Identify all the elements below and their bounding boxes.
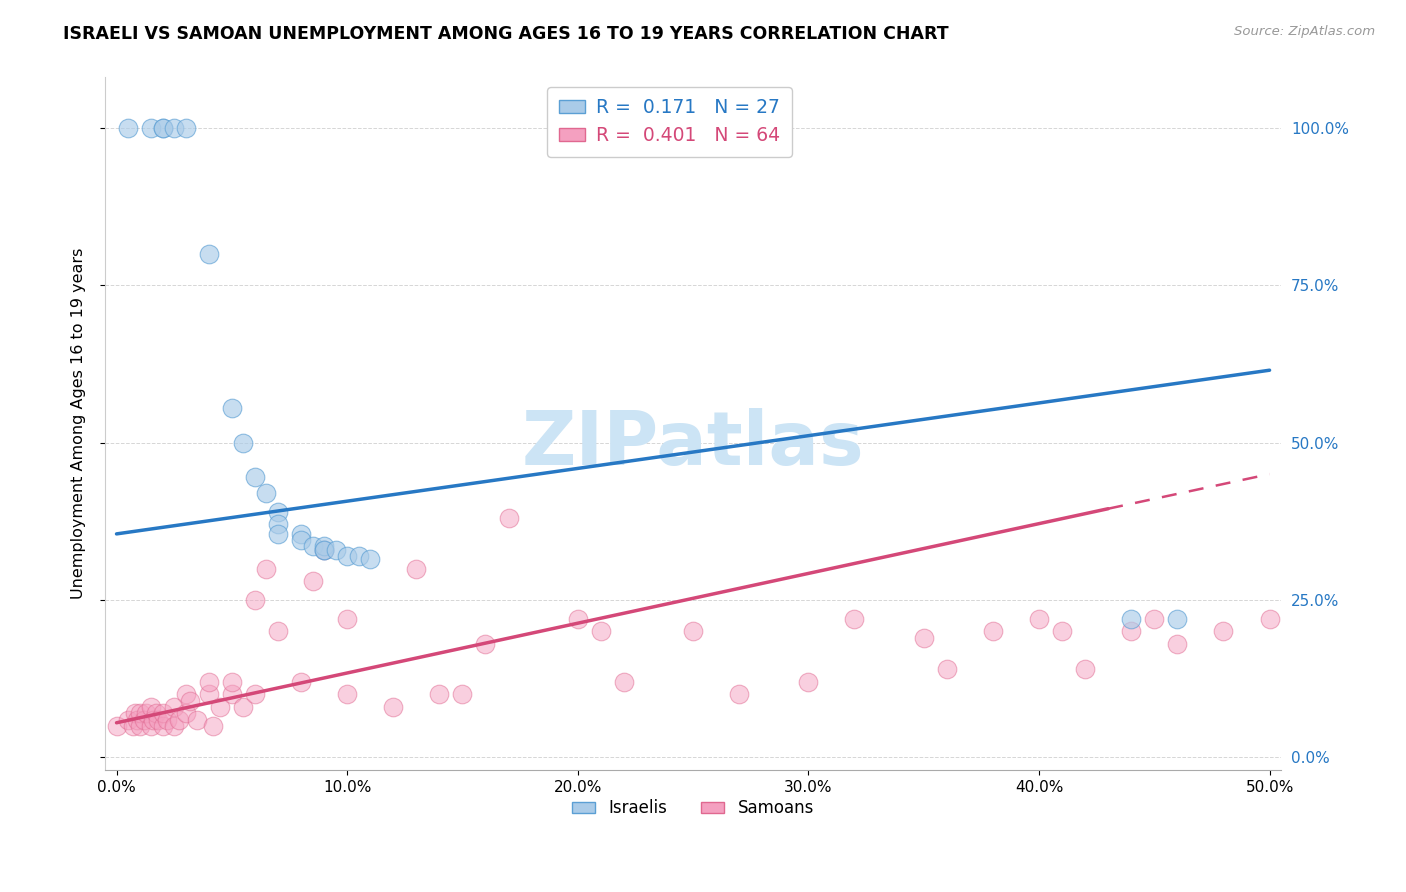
Point — [152, 706, 174, 721]
Point — [221, 688, 243, 702]
Point — [142, 713, 165, 727]
Point — [290, 527, 312, 541]
Point — [267, 517, 290, 532]
Point — [267, 505, 290, 519]
Point — [152, 120, 174, 135]
Point — [135, 706, 157, 721]
Point — [613, 674, 636, 689]
Point — [474, 637, 496, 651]
Point — [127, 713, 149, 727]
Legend: Israelis, Samoans: Israelis, Samoans — [565, 793, 821, 824]
Point — [145, 706, 167, 721]
Point — [232, 435, 254, 450]
Point — [1121, 612, 1143, 626]
Point — [243, 593, 266, 607]
Point — [1166, 612, 1188, 626]
Point — [935, 662, 957, 676]
Point — [347, 549, 370, 563]
Point — [301, 540, 323, 554]
Point — [325, 542, 347, 557]
Point — [152, 120, 174, 135]
Point — [134, 713, 156, 727]
Point — [359, 552, 381, 566]
Point — [174, 120, 197, 135]
Point — [179, 694, 201, 708]
Point — [232, 700, 254, 714]
Point — [1166, 637, 1188, 651]
Point — [254, 561, 277, 575]
Point — [728, 688, 751, 702]
Point — [336, 612, 359, 626]
Point — [197, 674, 219, 689]
Point — [567, 612, 589, 626]
Point — [312, 542, 335, 557]
Point — [267, 527, 290, 541]
Point — [163, 700, 186, 714]
Point — [312, 542, 335, 557]
Point — [844, 612, 866, 626]
Point — [1212, 624, 1234, 639]
Point — [682, 624, 704, 639]
Point — [254, 486, 277, 500]
Point — [128, 706, 150, 721]
Point — [290, 533, 312, 548]
Point — [498, 511, 520, 525]
Point — [221, 674, 243, 689]
Point — [336, 549, 359, 563]
Point — [1028, 612, 1050, 626]
Point — [797, 674, 820, 689]
Point — [589, 624, 612, 639]
Text: Source: ZipAtlas.com: Source: ZipAtlas.com — [1234, 25, 1375, 38]
Point — [301, 574, 323, 588]
Point — [146, 713, 169, 727]
Point — [221, 401, 243, 415]
Point — [1258, 612, 1281, 626]
Point — [139, 700, 162, 714]
Point — [167, 713, 190, 727]
Point — [336, 688, 359, 702]
Point — [139, 719, 162, 733]
Text: ZIPatlas: ZIPatlas — [522, 408, 865, 481]
Point — [186, 713, 208, 727]
Point — [202, 719, 225, 733]
Point — [1074, 662, 1097, 676]
Point — [290, 674, 312, 689]
Point — [174, 688, 197, 702]
Point — [105, 719, 128, 733]
Point — [209, 700, 232, 714]
Point — [981, 624, 1004, 639]
Point — [121, 719, 143, 733]
Point — [427, 688, 450, 702]
Point — [451, 688, 474, 702]
Point — [1121, 624, 1143, 639]
Point — [197, 688, 219, 702]
Point — [382, 700, 405, 714]
Text: ISRAELI VS SAMOAN UNEMPLOYMENT AMONG AGES 16 TO 19 YEARS CORRELATION CHART: ISRAELI VS SAMOAN UNEMPLOYMENT AMONG AGE… — [63, 25, 949, 43]
Point — [117, 120, 139, 135]
Point — [267, 624, 290, 639]
Point — [912, 631, 935, 645]
Point — [312, 540, 335, 554]
Point — [312, 542, 335, 557]
Point — [117, 713, 139, 727]
Point — [163, 120, 186, 135]
Point — [243, 470, 266, 484]
Point — [405, 561, 427, 575]
Point — [243, 688, 266, 702]
Point — [1050, 624, 1073, 639]
Y-axis label: Unemployment Among Ages 16 to 19 years: Unemployment Among Ages 16 to 19 years — [72, 248, 86, 599]
Point — [124, 706, 146, 721]
Point — [174, 706, 197, 721]
Point — [1143, 612, 1166, 626]
Point — [197, 246, 219, 260]
Point — [128, 719, 150, 733]
Point — [152, 719, 174, 733]
Point — [163, 719, 186, 733]
Point — [156, 713, 179, 727]
Point — [139, 120, 162, 135]
